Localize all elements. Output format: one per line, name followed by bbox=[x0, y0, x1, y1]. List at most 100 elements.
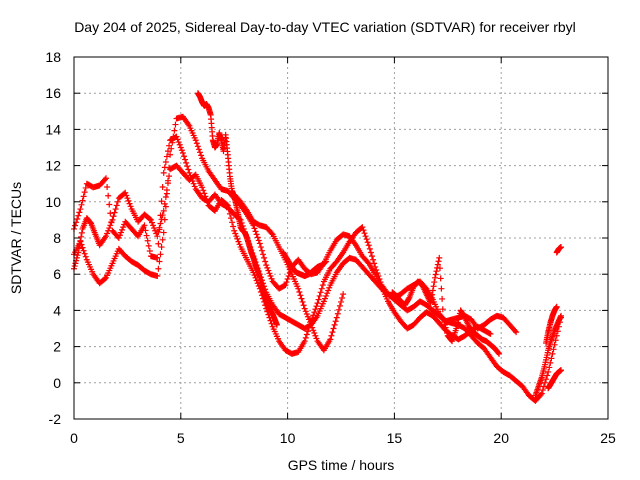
data-point bbox=[195, 146, 202, 153]
y-tick-label: 10 bbox=[45, 194, 61, 210]
data-point bbox=[77, 206, 84, 213]
data-point bbox=[157, 220, 164, 227]
y-tick-label: -2 bbox=[49, 411, 62, 427]
data-point bbox=[454, 319, 461, 326]
data-point bbox=[254, 234, 261, 241]
data-point bbox=[365, 242, 372, 249]
data-point bbox=[262, 258, 269, 265]
data-point bbox=[170, 133, 177, 140]
data-point bbox=[151, 225, 158, 232]
data-point bbox=[320, 298, 327, 305]
data-point bbox=[74, 252, 81, 259]
data-point bbox=[295, 285, 302, 292]
data-point bbox=[78, 233, 85, 240]
data-point bbox=[552, 337, 559, 344]
data-point bbox=[368, 253, 375, 260]
data-point bbox=[453, 325, 460, 332]
data-point bbox=[364, 259, 371, 266]
data-point bbox=[164, 148, 171, 155]
data-point bbox=[232, 230, 239, 237]
data-point bbox=[303, 331, 310, 338]
series-track-6 bbox=[389, 254, 503, 357]
data-point bbox=[328, 332, 335, 339]
data-point bbox=[321, 295, 328, 302]
data-point bbox=[268, 230, 275, 237]
data-point bbox=[110, 213, 117, 220]
data-point bbox=[227, 215, 234, 222]
data-point bbox=[541, 379, 548, 386]
data-point bbox=[189, 177, 196, 184]
data-point bbox=[307, 319, 314, 326]
data-point bbox=[188, 175, 195, 182]
data-point bbox=[169, 139, 176, 146]
data-point bbox=[315, 296, 322, 303]
data-point bbox=[150, 222, 157, 229]
data-point bbox=[74, 215, 81, 222]
data-point bbox=[273, 321, 280, 328]
data-point bbox=[512, 327, 519, 334]
data-point bbox=[255, 237, 262, 244]
x-tick-label: 15 bbox=[387, 430, 403, 446]
data-point bbox=[72, 222, 79, 229]
x-axis-label: GPS time / hours bbox=[287, 457, 395, 473]
data-point bbox=[187, 172, 194, 179]
data-point bbox=[160, 229, 167, 236]
data-point bbox=[553, 303, 560, 310]
data-point bbox=[120, 224, 127, 231]
data-point bbox=[160, 207, 167, 214]
data-point bbox=[263, 262, 270, 269]
data-point bbox=[314, 300, 321, 307]
data-point bbox=[260, 251, 267, 258]
data-point bbox=[104, 230, 111, 237]
data-point bbox=[442, 324, 449, 331]
data-point bbox=[76, 209, 83, 216]
data-point bbox=[103, 233, 110, 240]
data-point bbox=[371, 260, 378, 267]
data-point bbox=[156, 258, 163, 265]
data-point bbox=[142, 227, 149, 234]
data-point bbox=[318, 285, 325, 292]
data-point bbox=[427, 300, 434, 307]
data-point bbox=[230, 223, 237, 230]
data-point bbox=[444, 330, 451, 337]
data-point bbox=[80, 247, 87, 254]
data-point bbox=[179, 149, 186, 156]
data-point bbox=[547, 359, 554, 366]
data-point bbox=[157, 251, 164, 258]
data-point bbox=[104, 184, 111, 191]
data-point bbox=[360, 227, 367, 234]
data-point bbox=[550, 346, 557, 353]
data-point bbox=[80, 193, 87, 200]
data-point bbox=[335, 306, 342, 313]
data-point bbox=[75, 212, 82, 219]
data-point bbox=[405, 295, 412, 302]
data-point bbox=[298, 295, 305, 302]
data-point bbox=[441, 319, 448, 326]
data-point bbox=[302, 334, 309, 341]
data-point bbox=[309, 324, 316, 331]
data-point bbox=[154, 273, 161, 280]
data-point bbox=[250, 269, 257, 276]
y-tick-label: 6 bbox=[53, 266, 61, 282]
data-point bbox=[539, 387, 546, 394]
data-point bbox=[367, 249, 374, 256]
data-point bbox=[141, 222, 148, 229]
data-point bbox=[114, 198, 121, 205]
data-point bbox=[229, 219, 236, 226]
data-point bbox=[548, 355, 555, 362]
data-point bbox=[158, 198, 165, 205]
data-point bbox=[78, 201, 85, 208]
data-point bbox=[334, 310, 341, 317]
data-point bbox=[126, 200, 133, 207]
data-point bbox=[155, 265, 162, 272]
data-point bbox=[332, 318, 339, 325]
data-point bbox=[432, 271, 439, 278]
data-point bbox=[101, 176, 108, 183]
data-point bbox=[119, 226, 126, 233]
data-point bbox=[304, 313, 311, 320]
data-point bbox=[540, 383, 547, 390]
data-point bbox=[235, 238, 242, 245]
data-point bbox=[77, 238, 84, 245]
data-point bbox=[81, 189, 88, 196]
